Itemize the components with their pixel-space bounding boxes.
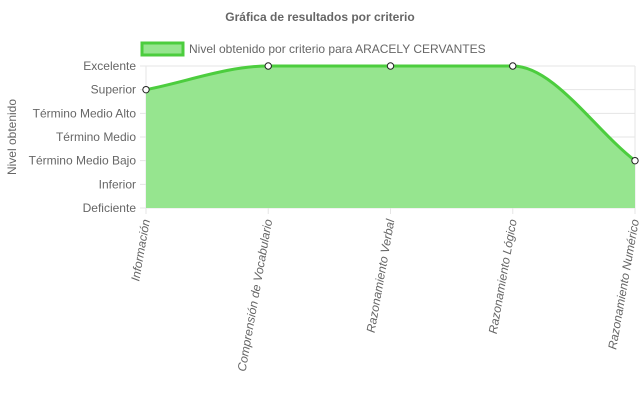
- x-tick-label: Razonamiento Verbal: [364, 218, 398, 334]
- legend[interactable]: Nivel obtenido por criterio para ARACELY…: [140, 41, 486, 57]
- legend-label: Nivel obtenido por criterio para ARACELY…: [189, 42, 486, 56]
- y-axis-ticks: Deficiente Inferior Término Medio Bajo Térm…: [29, 59, 137, 215]
- y-tick-label: Término Medio Alto: [33, 106, 137, 120]
- y-tick-label: Superior: [91, 83, 136, 97]
- x-tick-label: Comprensión de Vocabulario: [235, 218, 276, 373]
- y-tick-label: Deficiente: [83, 201, 137, 215]
- y-tick-label: Término Medio: [56, 130, 136, 144]
- data-point: [509, 62, 517, 70]
- series-area: [145, 64, 636, 208]
- chart-title: Gráfica de resultados por criterio: [225, 10, 414, 24]
- y-tick-label: Inferior: [99, 177, 136, 191]
- y-tick-label: Término Medio Bajo: [29, 154, 137, 168]
- data-point: [386, 62, 395, 70]
- data-point: [142, 85, 150, 94]
- y-axis-title: Nivel obtenido: [5, 99, 19, 175]
- data-point: [631, 156, 639, 165]
- series-fill: [146, 66, 635, 208]
- data-points: [142, 62, 639, 165]
- legend-swatch: [140, 41, 185, 57]
- data-point: [264, 62, 272, 70]
- x-tick-label: Información: [128, 218, 153, 282]
- y-tick-label: Excelente: [83, 59, 136, 73]
- x-tick-label: Razonamiento Lógico: [486, 218, 520, 335]
- x-axis-ticks: Información Comprensión de Vocabulario Raz…: [128, 218, 639, 373]
- x-tick-label: Razonamiento Numérico: [605, 218, 639, 351]
